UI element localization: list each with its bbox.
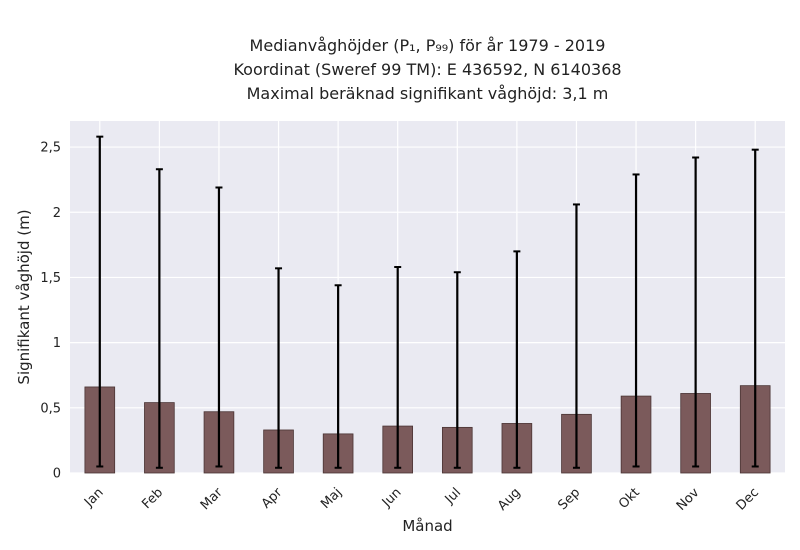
x-tick-label: Dec xyxy=(734,485,762,513)
error-bar-okt xyxy=(632,173,640,468)
error-bar-feb xyxy=(155,168,163,469)
x-axis-ticks: Jan Feb Mar Apr Maj Jun Jul Aug Sep Okt Nov Dec xyxy=(81,485,762,514)
x-tick-label: Aug xyxy=(495,485,524,514)
error-bar-dec xyxy=(751,148,759,468)
x-tick-label: Apr xyxy=(259,485,286,512)
y-tick-label: 2,5 xyxy=(40,141,61,156)
y-tick-label: 0,5 xyxy=(40,401,61,416)
x-tick-label: Okt xyxy=(616,485,643,512)
x-tick-label: Nov xyxy=(674,485,703,514)
plot-area xyxy=(70,121,785,473)
y-tick-label: 1 xyxy=(53,336,61,351)
error-bar-aug xyxy=(513,250,521,469)
x-tick-label: Sep xyxy=(555,485,583,513)
error-bar-jul xyxy=(453,271,461,469)
x-tick-label: Jan xyxy=(81,485,106,510)
x-tick-label: Maj xyxy=(318,485,345,512)
y-tick-label: 0 xyxy=(53,467,61,482)
error-bar-mar xyxy=(215,186,223,468)
error-bar-jun xyxy=(394,266,402,469)
error-bars xyxy=(96,135,759,469)
y-tick-label: 2 xyxy=(53,206,61,221)
error-bar-apr xyxy=(275,267,283,469)
x-axis-label: Månad xyxy=(402,517,452,535)
chart-title: Medianvåghöjder (P₁, P₉₉) för år 1979 - … xyxy=(70,34,785,106)
title-line-2: Koordinat (Sweref 99 TM): E 436592, N 61… xyxy=(233,60,622,79)
y-axis-ticks: 0 0,5 1 1,5 2 2,5 xyxy=(40,141,61,482)
x-tick-label: Jun xyxy=(379,485,405,511)
x-tick-label: Jul xyxy=(442,485,464,507)
title-line-3: Maximal beräknad signifikant våghöjd: 3,… xyxy=(246,84,609,103)
y-tick-label: 1,5 xyxy=(40,271,61,286)
x-tick-label: Mar xyxy=(198,485,226,513)
error-bar-sep xyxy=(572,203,580,469)
y-axis-label: Signifikant våghöjd (m) xyxy=(15,209,33,384)
error-bar-jan xyxy=(96,135,104,468)
title-line-1: Medianvåghöjder (P₁, P₉₉) för år 1979 - … xyxy=(249,36,606,55)
x-tick-label: Feb xyxy=(139,485,166,512)
error-bar-maj xyxy=(334,284,342,469)
error-bar-nov xyxy=(692,156,700,468)
